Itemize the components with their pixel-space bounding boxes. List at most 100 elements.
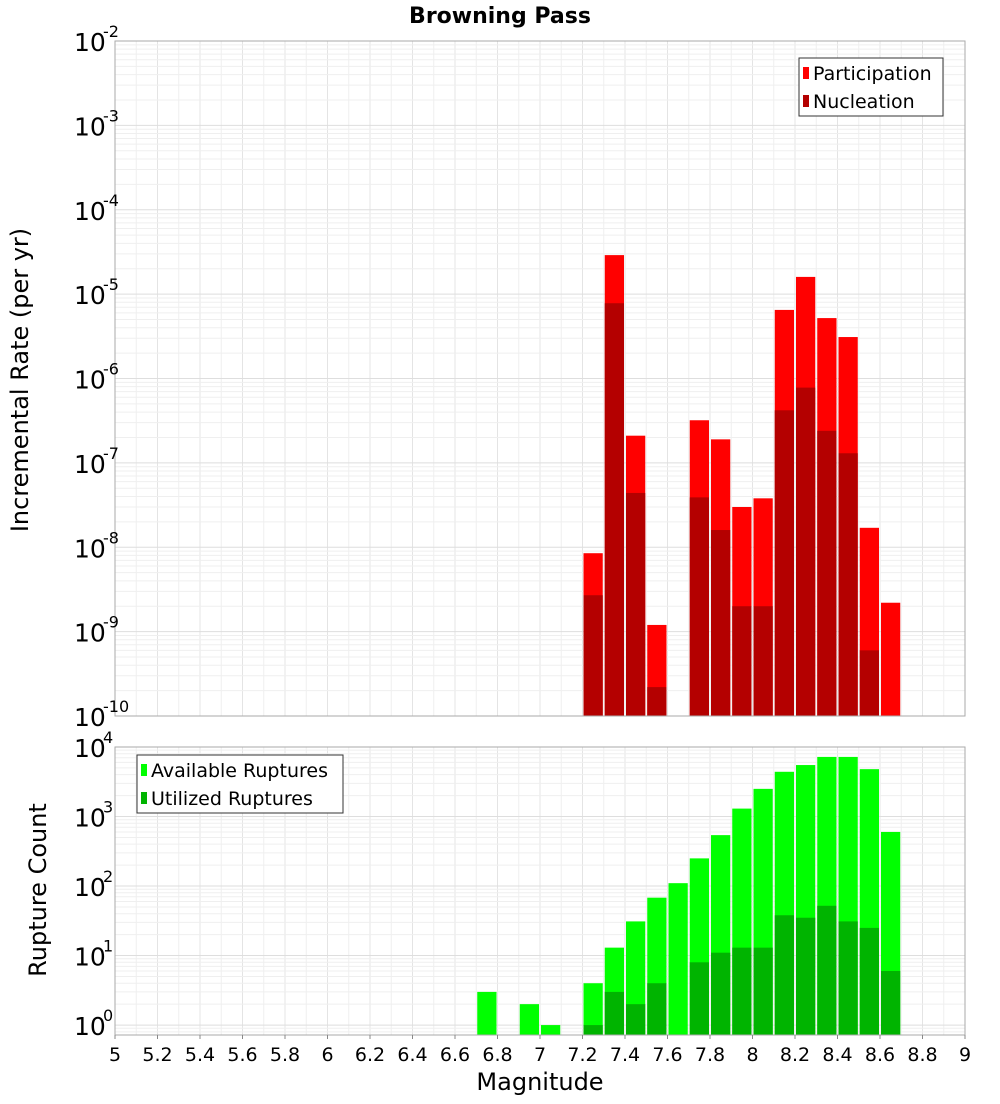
top-bar: [583, 595, 603, 716]
bottom-legend-box: [136, 754, 344, 814]
bottom-bar: [838, 921, 858, 1035]
top-y-tick-exponent: -9: [103, 613, 119, 632]
top-y-tick-base: 10: [74, 619, 106, 648]
top-legend-swatch: [803, 95, 809, 107]
bottom-y-tick-label: 101: [74, 937, 113, 972]
top-bar: [604, 303, 624, 716]
top-y-tick-base: 10: [74, 366, 106, 395]
bottom-legend-label: Available Ruptures: [151, 760, 328, 782]
top-gridlines: [114, 41, 966, 717]
top-bar: [732, 606, 752, 716]
bottom-legend-label: Utilized Ruptures: [151, 788, 313, 810]
bottom-y-tick-base: 10: [74, 734, 106, 763]
bottom-bar: [583, 1025, 603, 1035]
top-y-tick-label: 10-7: [74, 444, 119, 479]
top-bar: [774, 410, 794, 716]
bottom-bar: [774, 915, 794, 1035]
top-bar: [689, 497, 709, 716]
bottom-legend-swatch: [141, 792, 147, 804]
top-y-tick-base: 10: [74, 28, 106, 57]
bottom-bar: [626, 1004, 646, 1035]
top-bar: [626, 492, 646, 716]
bottom-bar: [817, 905, 837, 1035]
bottom-y-tick-exponent: 0: [103, 1006, 113, 1025]
top-legend-label: Nucleation: [813, 91, 915, 113]
bottom-bar: [647, 983, 667, 1035]
bottom-y-tick-exponent: 4: [103, 728, 113, 747]
top-y-tick-base: 10: [74, 534, 106, 563]
top-y-tick-base: 10: [74, 450, 106, 479]
chart-title: Browning Pass: [409, 4, 591, 29]
bottom-x-tick-label: 7.4: [610, 1044, 640, 1066]
bottom-x-tick-label: 5.8: [270, 1044, 300, 1066]
bottom-bar: [711, 952, 731, 1035]
bottom-bar: [541, 1025, 561, 1035]
bottom-x-tick-label: 6.2: [355, 1044, 385, 1066]
top-y-tick-exponent: -6: [103, 360, 119, 379]
top-bar: [859, 650, 879, 716]
top-y-tick-exponent: -2: [103, 22, 119, 41]
bottom-legend-swatch: [141, 764, 147, 776]
top-y-tick-exponent: -8: [103, 528, 119, 547]
bottom-x-tick-label: 5.6: [227, 1044, 257, 1066]
top-y-tick-label: 10-4: [74, 191, 119, 226]
top-y-tick-base: 10: [74, 281, 106, 310]
bottom-y-tick-base: 10: [74, 1012, 106, 1041]
top-y-tick-exponent: -4: [103, 191, 119, 210]
top-y-tick-label: 10-8: [74, 528, 119, 563]
bottom-x-tick-label: 6: [321, 1044, 333, 1066]
top-y-tick-label: 10-3: [74, 106, 119, 141]
bottom-x-tick-label: 9: [959, 1044, 971, 1066]
bottom-x-tick-label: 5.2: [142, 1044, 172, 1066]
bottom-x-tick-label: 8.4: [822, 1044, 852, 1066]
top-y-tick-label: 10-6: [74, 360, 119, 395]
top-y-tick-label: 10-2: [74, 22, 119, 57]
bottom-x-tick-label: 8.8: [907, 1044, 937, 1066]
top-legend-box: [798, 57, 944, 117]
bottom-y-tick-label: 104: [74, 728, 113, 763]
bottom-y-tick-exponent: 1: [103, 937, 113, 956]
top-y-tick-exponent: -10: [103, 697, 129, 716]
top-legend: Participation Nucleation: [798, 57, 944, 117]
top-y-tick-label: 10-5: [74, 275, 119, 310]
bottom-y-tick-label: 102: [74, 867, 113, 902]
bottom-y-axis-label: Rupture Count: [24, 803, 52, 977]
bottom-x-tick-label: 6.6: [440, 1044, 470, 1066]
bottom-x-tick-label: 7: [534, 1044, 546, 1066]
bottom-x-tick-label: 5: [109, 1044, 121, 1066]
bottom-y-tick-exponent: 3: [103, 798, 113, 817]
bottom-bar: [753, 947, 773, 1035]
top-y-tick-exponent: -3: [103, 106, 119, 125]
top-y-tick-exponent: -7: [103, 444, 119, 463]
bottom-bar: [796, 917, 816, 1035]
top-legend-swatch: [803, 67, 809, 79]
top-bar: [838, 453, 858, 716]
bottom-x-tick-label: 7.6: [652, 1044, 682, 1066]
bottom-x-tick-labels: 5 5.2 5.4 5.6 5.8 6 6.2 6.4 6.6 6.8 7 7.2 7.4 7.6 7.8 8…: [109, 1035, 971, 1066]
bottom-series-utilized-ruptures: [583, 905, 901, 1035]
x-axis-label: Magnitude: [476, 1068, 603, 1096]
bottom-bar: [668, 883, 688, 1035]
top-y-tick-base: 10: [74, 112, 106, 141]
bottom-bar: [881, 970, 901, 1035]
bottom-bar: [519, 1004, 539, 1035]
bottom-x-tick-label: 8.2: [780, 1044, 810, 1066]
bottom-y-tick-base: 10: [74, 943, 106, 972]
top-y-tick-base: 10: [74, 703, 106, 732]
top-bar: [711, 530, 731, 716]
top-y-tick-base: 10: [74, 197, 106, 226]
bottom-y-tick-exponent: 2: [103, 867, 113, 886]
top-y-tick-exponent: -5: [103, 275, 119, 294]
top-bar: [796, 387, 816, 716]
bottom-bar: [604, 991, 624, 1035]
bottom-legend: Available Ruptures Utilized Ruptures: [136, 754, 344, 814]
bottom-x-tick-label: 6.4: [397, 1044, 427, 1066]
top-series-nucleation: [583, 303, 879, 716]
bottom-x-tick-label: 8: [746, 1044, 758, 1066]
top-rate-panel: 10-1010-910-810-710-610-510-410-310-2Par…: [74, 22, 966, 732]
bottom-bar: [477, 991, 497, 1035]
top-bar: [753, 606, 773, 716]
